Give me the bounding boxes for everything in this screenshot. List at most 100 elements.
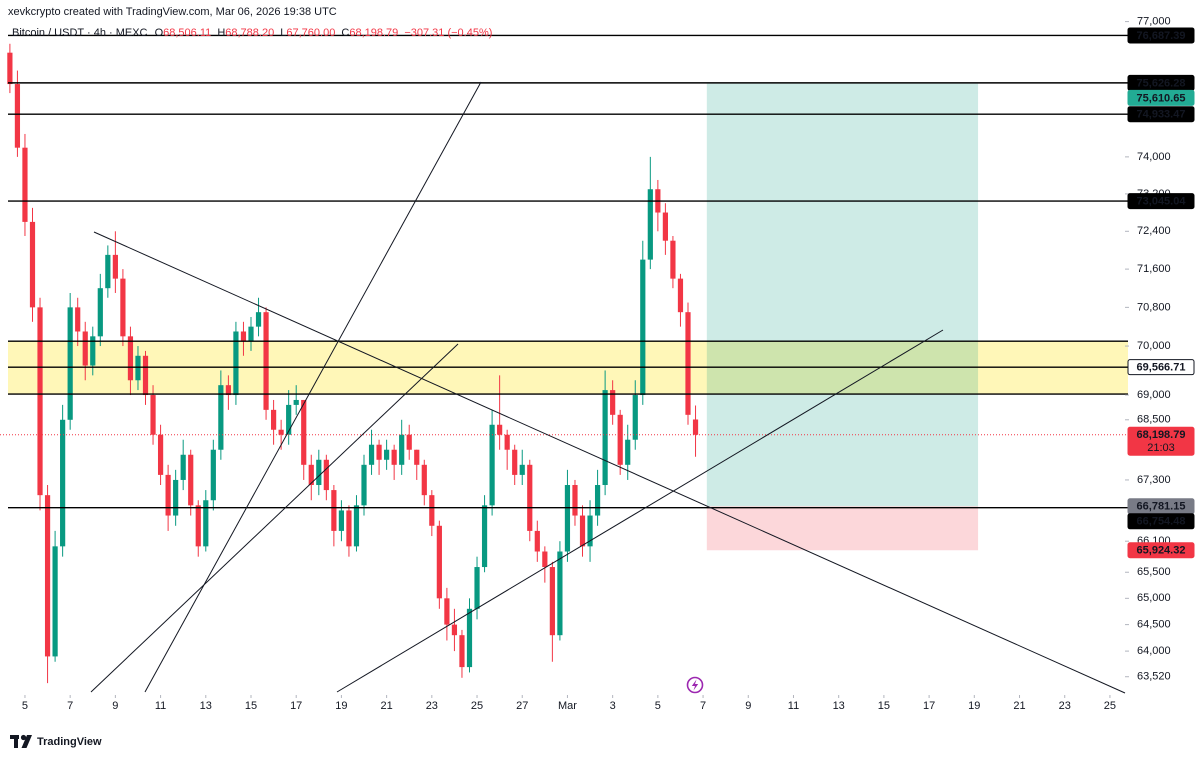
x-tick-label: 11 xyxy=(155,700,166,712)
x-tick-label: 19 xyxy=(335,700,347,712)
y-tick-label: 64,000 xyxy=(1137,645,1171,657)
legend-value: 68,788.20 xyxy=(225,27,274,39)
candle-body xyxy=(173,479,179,516)
candle-body xyxy=(263,312,269,410)
y-tick-label: 65,500 xyxy=(1137,566,1171,578)
trend-line xyxy=(93,231,1126,694)
candle-body xyxy=(248,326,254,342)
brand-logo[interactable]: TradingView xyxy=(10,734,102,748)
price-label: 65,924.32 xyxy=(1137,545,1186,557)
candle-body xyxy=(150,395,156,435)
candle-body xyxy=(391,449,397,465)
candles-layer xyxy=(7,43,699,684)
candle-body xyxy=(662,212,668,241)
candle-body xyxy=(353,505,360,547)
trend-line xyxy=(90,343,459,693)
candle-body xyxy=(376,444,382,460)
candle-body xyxy=(157,434,164,475)
stop-zone xyxy=(706,506,979,551)
candle-body xyxy=(90,336,96,366)
candle-body xyxy=(587,515,593,547)
y-tick-label: 65,000 xyxy=(1137,592,1171,604)
candle-body xyxy=(60,419,66,547)
target-zone xyxy=(706,83,979,507)
candle-body xyxy=(572,485,578,516)
y-tick-label: 74,000 xyxy=(1137,151,1171,163)
legend-key: C xyxy=(341,27,349,39)
y-tick-label: 77,000 xyxy=(1137,16,1171,28)
candle-body xyxy=(512,449,518,475)
candle-body xyxy=(233,331,239,396)
candle-body xyxy=(240,331,247,342)
candle-body xyxy=(685,312,691,415)
candle-body xyxy=(602,390,608,486)
candle-body xyxy=(52,546,58,657)
price-label: 75,626.28 xyxy=(1137,77,1186,89)
candle-body xyxy=(399,434,405,465)
price-countdown: 21:03 xyxy=(1147,442,1175,454)
candle-body xyxy=(255,312,262,327)
candle-body xyxy=(7,52,13,85)
candle-body xyxy=(474,567,480,609)
price-label-box xyxy=(1127,193,1195,210)
candle-body xyxy=(384,449,390,460)
x-tick-label: 15 xyxy=(245,700,257,712)
price-label: 75,610.65 xyxy=(1137,92,1186,104)
candle-body xyxy=(195,505,201,547)
trend-line xyxy=(336,329,944,693)
candle-body xyxy=(210,449,216,501)
candle-body xyxy=(481,505,488,568)
brand-text: TradingView xyxy=(37,736,102,748)
x-tick-label: 27 xyxy=(516,700,528,712)
candle-body xyxy=(105,254,111,289)
legend-key: H xyxy=(217,27,225,39)
axis-layer: 77,00074,00073,20072,40071,60070,80070,0… xyxy=(22,16,1171,712)
price-label-box xyxy=(1127,542,1195,559)
candle-body xyxy=(180,454,186,480)
candle-body xyxy=(278,429,284,435)
candle-body xyxy=(22,147,28,222)
candle-body xyxy=(323,459,329,491)
candle-body xyxy=(444,598,450,625)
candle-body xyxy=(361,464,367,506)
y-tick-label: 72,400 xyxy=(1137,225,1171,237)
price-label-box xyxy=(1127,426,1195,456)
x-tick-label: 7 xyxy=(67,700,73,712)
candle-body xyxy=(557,551,563,636)
candle-body xyxy=(97,288,103,337)
candle-body xyxy=(316,459,322,486)
candle-body xyxy=(67,307,73,420)
candle-body xyxy=(640,259,646,396)
candle-body xyxy=(203,500,209,547)
price-label-box xyxy=(1127,513,1195,530)
candle-body xyxy=(338,510,345,531)
trend-line xyxy=(144,81,482,693)
candle-body xyxy=(406,434,412,450)
candle-body xyxy=(293,399,299,405)
candle-body xyxy=(112,254,118,279)
x-tick-label: 25 xyxy=(1104,700,1116,712)
x-tick-label: 23 xyxy=(426,700,438,712)
price-label-box xyxy=(1127,106,1195,123)
candle-body xyxy=(692,419,699,435)
x-tick-label: 17 xyxy=(923,700,935,712)
logo-part xyxy=(14,735,18,748)
legend-key: O xyxy=(155,27,164,39)
candle-body xyxy=(44,495,51,657)
y-tick-label: 70,000 xyxy=(1137,340,1171,352)
price-label: 68,198.79 xyxy=(1137,429,1186,441)
alert-icon[interactable] xyxy=(686,676,704,694)
candle-body xyxy=(14,84,21,148)
candle-body xyxy=(346,510,352,547)
candle-body xyxy=(625,439,631,465)
candle-body xyxy=(610,390,616,415)
candle-body xyxy=(534,530,540,552)
price-label: 69,566.71 xyxy=(1137,362,1186,374)
x-tick-label: 15 xyxy=(878,700,890,712)
candle-body xyxy=(564,485,571,552)
y-tick-label: 67,300 xyxy=(1137,474,1171,486)
candle-body xyxy=(466,608,473,668)
